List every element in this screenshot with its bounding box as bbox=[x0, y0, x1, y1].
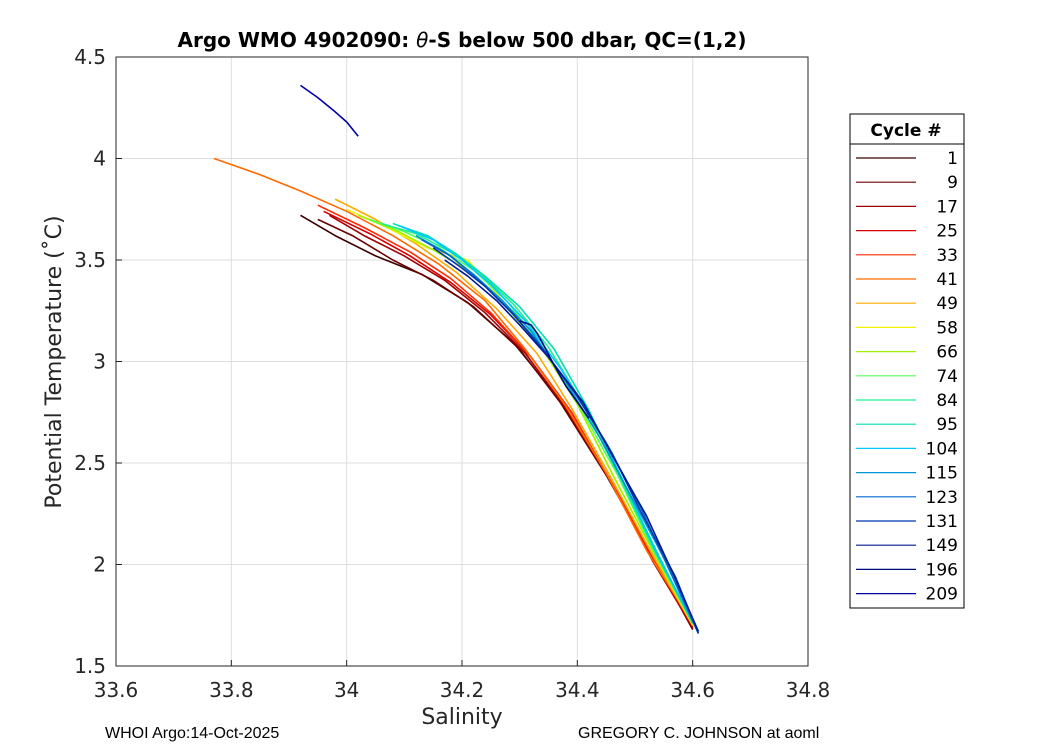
legend-label: 25 bbox=[936, 222, 958, 242]
series-line-9 bbox=[357, 214, 694, 624]
legend-label: 95 bbox=[936, 415, 958, 435]
legend-label: 49 bbox=[936, 294, 958, 314]
series-line-14 bbox=[415, 234, 700, 632]
x-axis-label: Salinity bbox=[421, 705, 502, 730]
legend-label: 66 bbox=[936, 343, 958, 363]
x-tick-label: 34 bbox=[334, 678, 359, 702]
legend-label: 131 bbox=[926, 512, 958, 532]
series-line-15 bbox=[421, 239, 700, 634]
x-tick-label: 34.4 bbox=[555, 678, 600, 702]
legend-title: Cycle # bbox=[870, 121, 941, 141]
series-line-1 bbox=[300, 214, 694, 630]
x-tick-label: 34.6 bbox=[670, 678, 715, 702]
footer-right-credit: GREGORY C. JOHNSON at aoml bbox=[578, 725, 820, 742]
x-tick-label: 34.8 bbox=[786, 678, 831, 702]
y-tick-label: 4 bbox=[93, 147, 106, 171]
y-tick-label: 4.5 bbox=[74, 45, 106, 69]
x-tick-label: 33.6 bbox=[94, 678, 139, 702]
legend-label: 41 bbox=[936, 270, 958, 290]
y-tick-label: 3.5 bbox=[74, 248, 106, 272]
series-line-7 bbox=[334, 198, 694, 626]
legend-label: 58 bbox=[936, 318, 958, 338]
x-tick-label: 34.2 bbox=[440, 678, 485, 702]
x-axis-ticks: 33.6 33.8 34 34.2 34.4 34.6 34.8 bbox=[94, 660, 831, 702]
y-tick-label: 2.5 bbox=[74, 451, 106, 475]
legend-label: 209 bbox=[926, 585, 958, 605]
legend-label: 123 bbox=[926, 488, 958, 508]
series-line-11 bbox=[381, 222, 694, 624]
legend-label: 17 bbox=[936, 197, 958, 217]
y-axis-ticks: 1.5 2 2.5 3 3.5 4 4.5 bbox=[74, 45, 122, 678]
series-line-3 bbox=[328, 214, 694, 628]
legend-label: 9 bbox=[947, 173, 958, 193]
y-tick-label: 2 bbox=[93, 553, 106, 577]
legend-label: 115 bbox=[926, 464, 958, 484]
legend: Cycle # 19172533414958667484951041151231… bbox=[849, 113, 965, 609]
legend-label: 104 bbox=[926, 439, 958, 459]
series-line-18 bbox=[519, 320, 590, 419]
y-tick-label: 3 bbox=[93, 350, 106, 374]
series-line-19 bbox=[300, 84, 359, 137]
footer-left-credit: WHOI Argo:14-Oct-2025 bbox=[105, 725, 280, 742]
legend-label: 1 bbox=[947, 149, 958, 169]
series-line-2 bbox=[317, 218, 694, 630]
series-line-17 bbox=[444, 259, 700, 632]
legend-box bbox=[849, 113, 965, 609]
legend-label: 84 bbox=[936, 391, 958, 411]
series-layer bbox=[213, 84, 700, 634]
y-tick-label: 1.5 bbox=[74, 654, 106, 678]
legend-label: 74 bbox=[936, 367, 958, 387]
series-line-8 bbox=[346, 208, 694, 626]
legend-label: 196 bbox=[926, 560, 958, 580]
grid-lines bbox=[115, 56, 809, 667]
legend-label: 33 bbox=[936, 246, 958, 266]
legend-label: 149 bbox=[926, 536, 958, 556]
chart-title: Argo WMO 4902090: θ-S below 500 dbar, QC… bbox=[178, 28, 747, 52]
series-line-6 bbox=[213, 157, 694, 624]
x-tick-label: 33.8 bbox=[209, 678, 254, 702]
series-line-10 bbox=[369, 218, 694, 624]
y-axis-label: Potential Temperature (˚C) bbox=[42, 215, 67, 508]
legend-entries: 1 9 17 25 33 41 49 58 66 74 84 95 104 115 123 131 149 196… bbox=[856, 149, 958, 605]
series-line-5 bbox=[317, 204, 694, 626]
